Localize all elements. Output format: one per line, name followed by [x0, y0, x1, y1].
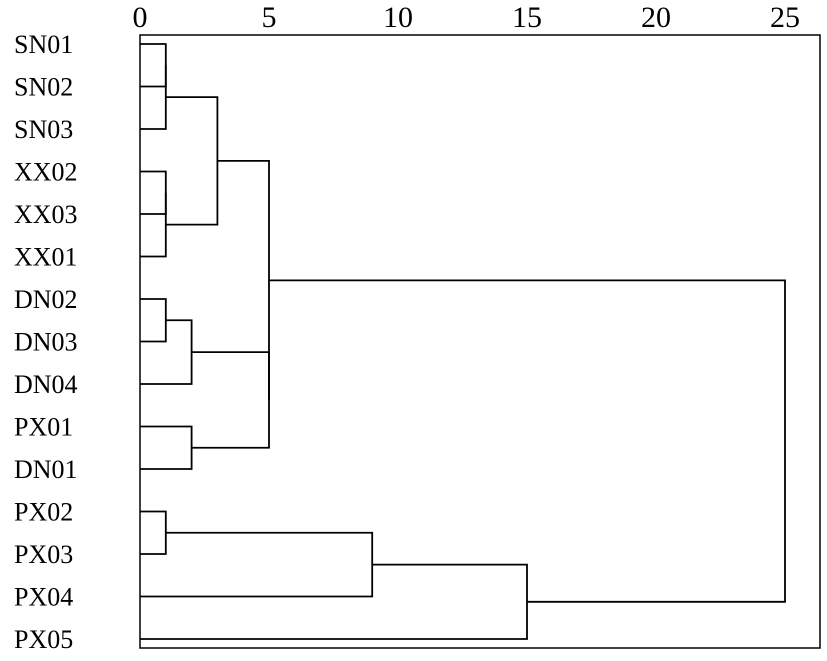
leaf-label: SN03 [14, 115, 73, 144]
leaf-label: DN02 [14, 285, 78, 314]
leaf-label: DN01 [14, 455, 78, 484]
branch-c11 [140, 510, 167, 555]
branch-c4 [140, 192, 167, 258]
x-tick-label: 20 [641, 1, 671, 34]
branch-c5 [165, 96, 219, 226]
leaf-label: DN03 [14, 328, 78, 357]
x-tick-label: 15 [512, 1, 542, 34]
leaf-label: PX01 [14, 413, 73, 442]
leaf-label: PX02 [14, 498, 73, 527]
leaf-label: XX03 [14, 200, 78, 229]
branch-c10 [217, 159, 270, 400]
leaf-label: SN01 [14, 30, 73, 59]
branch-c3 [140, 170, 167, 215]
x-tick-label: 5 [262, 1, 277, 34]
branch-c1 [140, 43, 167, 88]
leaf-label: XX02 [14, 158, 78, 187]
x-tick-label: 10 [383, 1, 413, 34]
branch-c9 [191, 351, 270, 449]
plot-frame [139, 34, 821, 649]
branch-c2 [140, 65, 167, 130]
branch-c14 [269, 279, 786, 603]
leaf-label: PX04 [14, 583, 73, 612]
leaf-label: PX05 [14, 625, 73, 654]
leaf-label: XX01 [14, 243, 78, 272]
leaf-label: PX03 [14, 540, 73, 569]
leaf-labels: SN01 SN02 SN03 XX02 XX03 XX01 DN02 DN03 DN04 PX01… [14, 30, 78, 654]
x-tick-label: 0 [133, 1, 148, 34]
dendrogram-branches [140, 43, 786, 640]
x-axis: 0 5 10 15 20 25 [133, 1, 801, 34]
branch-c13 [140, 563, 528, 640]
leaf-label: DN04 [14, 370, 78, 399]
branch-c8 [140, 425, 193, 470]
branch-c12 [140, 531, 374, 598]
x-tick-label: 25 [770, 1, 800, 34]
leaf-label: SN02 [14, 73, 73, 102]
branch-c6 [140, 298, 167, 343]
